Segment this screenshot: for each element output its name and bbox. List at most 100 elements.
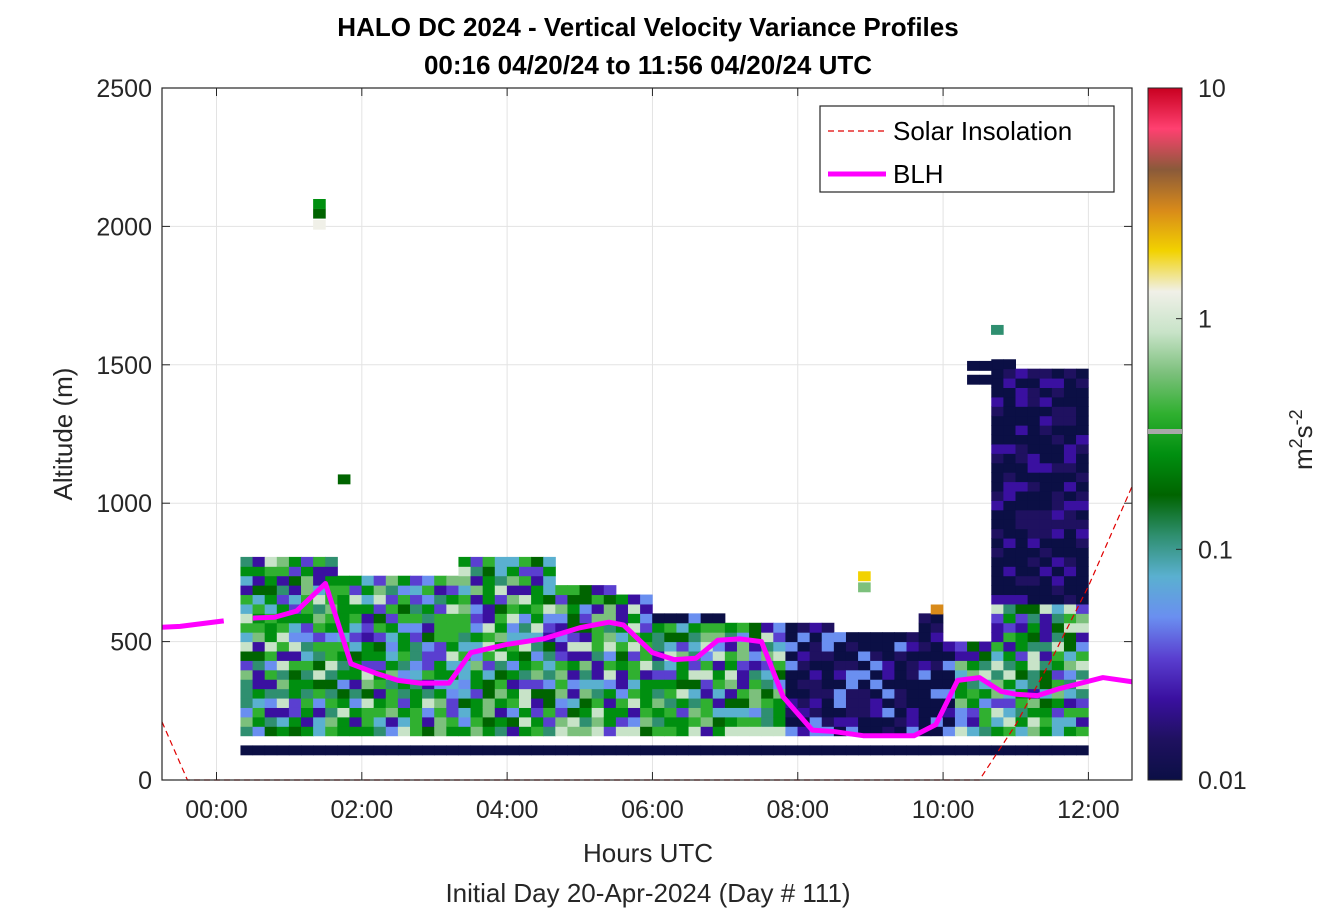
heat-cell: [397, 716, 411, 727]
heat-cell: [894, 716, 908, 727]
heat-cell: [361, 707, 375, 718]
heat-cell: [458, 632, 472, 643]
heat-cell: [603, 698, 617, 708]
heat-cell: [373, 679, 387, 690]
heat-cell: [518, 669, 532, 680]
heat-cell: [337, 716, 350, 727]
heat-cell: [930, 641, 944, 652]
heat-cell: [543, 679, 556, 690]
heat-cell: [809, 622, 823, 633]
heat-cell: [555, 594, 568, 605]
heat-cell: [615, 613, 629, 624]
heat-cell: [494, 622, 508, 633]
y-tick-label: 0: [138, 767, 152, 795]
heat-cell: [482, 669, 496, 680]
heat-cell: [918, 651, 932, 661]
heat-cell: [700, 613, 714, 624]
heat-cell: [858, 716, 871, 727]
heat-cell: [1003, 378, 1017, 388]
heat-cell: [627, 651, 641, 661]
heat-cell: [264, 679, 278, 690]
heat-cell: [845, 651, 859, 661]
heat-cell: [942, 669, 956, 680]
heat-cell: [579, 688, 593, 699]
heat-cell: [797, 707, 811, 718]
heat-cell: [325, 688, 338, 699]
heat-cell: [1076, 660, 1089, 671]
heat-cell: [385, 613, 399, 624]
heat-cell: [1051, 556, 1065, 567]
heat-cell: [1076, 613, 1089, 624]
heat-cell: [470, 660, 484, 671]
heat-cell: [410, 603, 423, 614]
heat-cell: [785, 641, 799, 652]
heat-cell: [1039, 632, 1053, 643]
heat-cell: [858, 641, 871, 652]
heat-cell: [712, 632, 726, 643]
heat-cell: [615, 632, 629, 643]
heat-cell: [385, 603, 399, 614]
heat-cell: [555, 679, 568, 690]
heat-cell: [482, 707, 496, 718]
heat-cell: [1063, 509, 1077, 520]
heat-cell: [627, 660, 641, 671]
heat-cell: [470, 556, 484, 567]
heat-cell: [1015, 566, 1029, 577]
heat-cell: [252, 651, 266, 661]
heat-cell: [313, 707, 326, 718]
heat-cell: [422, 745, 435, 756]
heat-cell: [567, 698, 581, 708]
heat-cell: [1015, 669, 1029, 680]
heat-cell: [1039, 509, 1053, 520]
heat-cell: [1063, 669, 1077, 680]
heat-cell: [531, 726, 544, 737]
heat-cell: [543, 575, 556, 586]
heat-cell: [991, 443, 1004, 454]
heat-cell: [979, 726, 992, 737]
heat-cell: [555, 613, 568, 624]
heat-cell: [1003, 660, 1017, 671]
heat-cell: [640, 707, 653, 718]
heat-cell: [1027, 406, 1041, 417]
heat-cell: [797, 641, 811, 652]
heat-cell: [555, 716, 568, 727]
heat-cell: [797, 745, 811, 756]
heat-cell: [531, 651, 544, 661]
heat-cell: [313, 208, 326, 219]
heat-cell: [470, 698, 484, 708]
heat-cell: [301, 556, 314, 567]
heat-cell: [531, 688, 544, 699]
heat-cell: [1076, 368, 1089, 379]
heat-cell: [603, 745, 617, 756]
heat-cell: [1076, 547, 1089, 558]
heat-cell: [785, 660, 799, 671]
heat-cell: [1003, 632, 1017, 643]
heat-cell: [797, 726, 811, 737]
heat-cell: [724, 726, 738, 737]
heat-cell: [712, 745, 726, 756]
heat-cell: [1027, 641, 1041, 652]
heat-cell: [1003, 698, 1017, 708]
heat-cell: [1039, 594, 1053, 605]
heat-cell: [603, 660, 617, 671]
heat-cell: [640, 745, 653, 756]
heat-cell: [1063, 462, 1077, 473]
heat-cell: [1003, 547, 1017, 558]
heat-cell: [446, 651, 459, 661]
heat-cell: [700, 660, 714, 671]
heat-cell: [422, 716, 435, 727]
heat-cell: [458, 566, 472, 577]
heat-cell: [870, 707, 883, 718]
heat-cell: [809, 745, 823, 756]
heat-cell: [313, 679, 326, 690]
heat-cell: [1015, 641, 1029, 652]
heat-cell: [930, 651, 944, 661]
heat-cell: [446, 660, 459, 671]
heat-cell: [797, 669, 811, 680]
heat-cell: [991, 698, 1004, 708]
colorbar-ticks: 0.01 0.1 1 10: [1176, 75, 1247, 795]
heat-cell: [627, 622, 641, 633]
heat-cell: [1015, 415, 1029, 426]
heat-cell: [930, 660, 944, 671]
